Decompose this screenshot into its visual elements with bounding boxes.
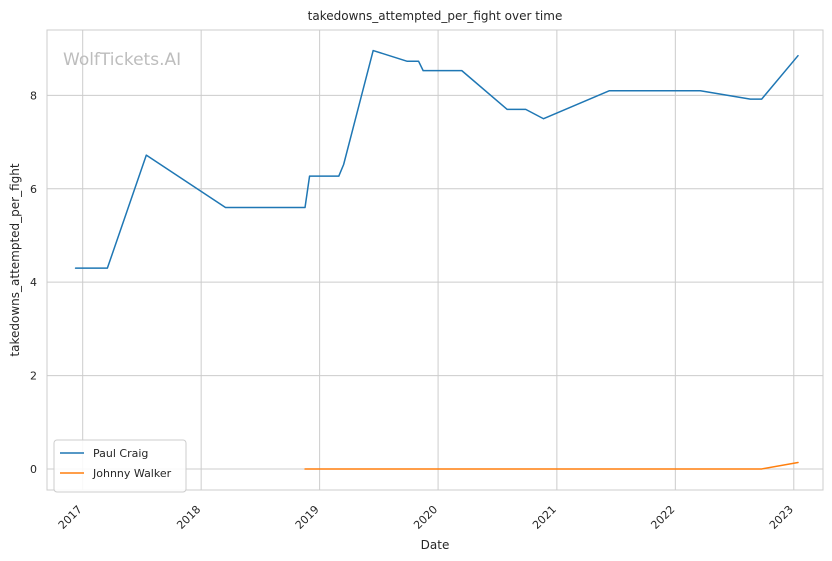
y-tick-label: 0	[30, 463, 37, 476]
y-axis-ticks: 0 2 4 6 8	[30, 89, 37, 476]
x-axis-label: Date	[421, 538, 450, 552]
legend: Paul Craig Johnny Walker	[53, 439, 187, 493]
legend-entry: Johnny Walker	[92, 467, 172, 480]
y-tick-label: 6	[30, 183, 37, 196]
legend-entry: Paul Craig	[93, 447, 148, 460]
series-line-1	[304, 461, 799, 470]
plot-border	[46, 29, 824, 491]
series-layer	[74, 49, 799, 470]
chart-title: takedowns_attempted_per_fight over time	[308, 9, 563, 23]
plot-area	[47, 30, 823, 490]
y-axis-label: takedowns_attempted_per_fight	[8, 163, 22, 356]
series-line-0	[74, 49, 799, 269]
y-tick-label: 4	[30, 276, 37, 289]
y-tick-label: 8	[30, 89, 37, 102]
watermark-text: WolfTickets.AI	[63, 50, 181, 70]
legend-box	[53, 439, 187, 493]
y-tick-label: 2	[30, 370, 37, 383]
